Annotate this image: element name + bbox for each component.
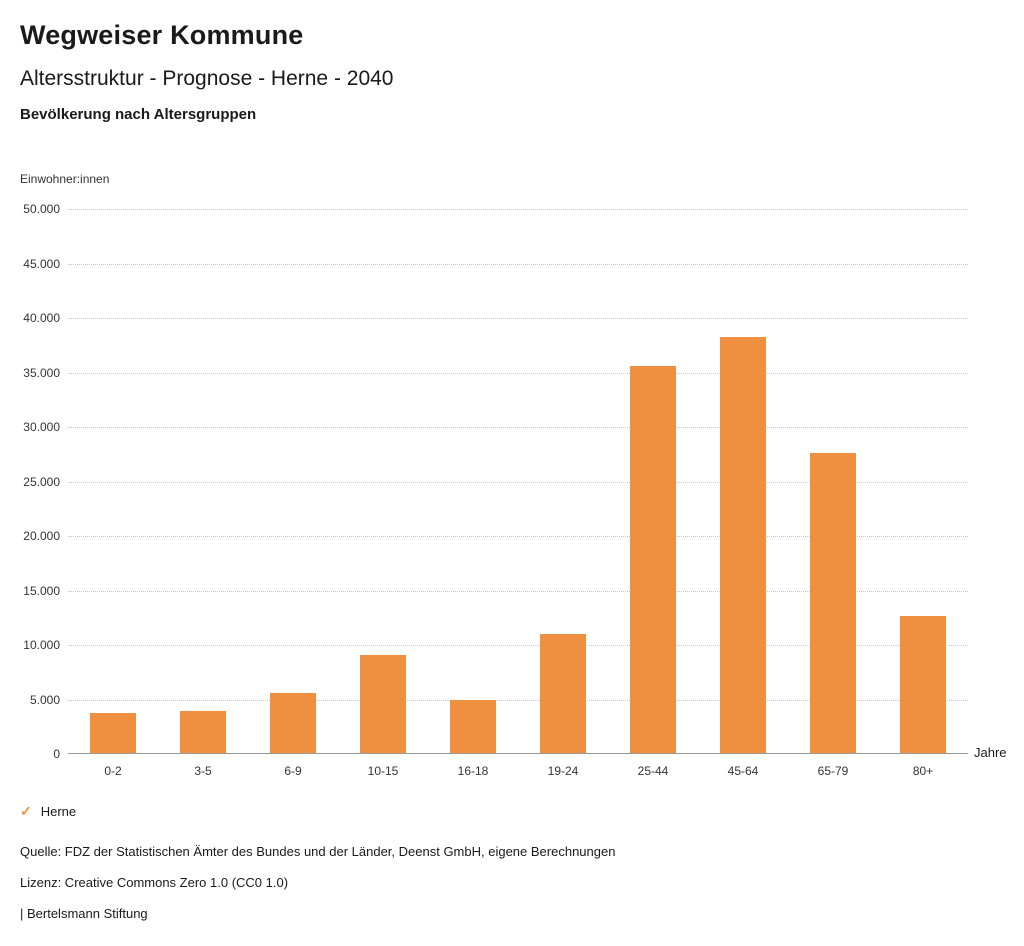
y-tick-label: 20.000	[23, 529, 60, 543]
license-text: Lizenz: Creative Commons Zero 1.0 (CC0 1…	[20, 875, 289, 890]
x-axis-title: Jahre	[974, 745, 1007, 760]
y-tick-label: 15.000	[23, 583, 60, 598]
x-tick-label: 6-9	[284, 764, 302, 778]
bar-16-18[interactable]	[450, 699, 496, 753]
gridline	[68, 536, 968, 537]
x-tick-label: 25-44	[637, 764, 669, 778]
bar-3-5[interactable]	[180, 710, 226, 753]
gridline	[68, 209, 968, 210]
legend-label: Herne	[40, 804, 77, 819]
bar-chart-plot-area: 0-2 3-5 6-9 10-15 16-18 19-24 25-44 45-64 65-79 8…	[68, 209, 1007, 778]
bar-10-15[interactable]	[360, 654, 406, 753]
chart-title: Bevölkerung nach Altersgruppen	[20, 106, 257, 123]
gridline	[68, 263, 968, 265]
x-tick-label: 16-18	[457, 764, 489, 778]
y-tick-label: 0	[53, 747, 60, 761]
x-tick-label: 19-24	[547, 764, 579, 778]
y-tick-label: 50.000	[23, 202, 60, 216]
gridline	[68, 481, 968, 483]
x-tick-label: 80+	[912, 764, 934, 778]
attribution-text: | Bertelsmann Stiftung	[20, 906, 148, 921]
x-tick-label: 3-5	[194, 764, 212, 778]
source-text: Quelle: FDZ der Statistischen Ämter des …	[20, 844, 616, 859]
gridline	[68, 590, 968, 592]
y-axis: 0 5.000 10.000 15.000 20.000 25.000 30.000 35.0…	[0, 202, 60, 761]
bar-80+[interactable]	[900, 615, 946, 753]
bar-6-9[interactable]	[270, 693, 316, 753]
page-title: Wegweiser Kommune	[20, 20, 304, 50]
gridline	[68, 318, 968, 319]
x-tick-label: 45-64	[727, 764, 759, 778]
y-tick-label: 5.000	[29, 692, 60, 707]
gridline	[68, 427, 968, 428]
y-axis-unit-label: Einwohner:innen	[20, 172, 110, 186]
gridline	[68, 645, 968, 646]
bar-25-44[interactable]	[630, 366, 676, 753]
bar-19-24[interactable]	[540, 634, 586, 753]
y-tick-label: 45.000	[23, 256, 60, 271]
x-tick-label: 0-2	[104, 764, 122, 778]
y-tick-label: 10.000	[23, 638, 60, 652]
gridline	[68, 699, 968, 701]
x-tick-label: 10-15	[367, 764, 399, 778]
bar-65-79[interactable]	[810, 453, 856, 753]
legend[interactable]: ✓ Herne	[20, 803, 76, 820]
gridline	[68, 372, 968, 374]
y-tick-label: 40.000	[23, 311, 60, 325]
y-tick-label: 25.000	[23, 474, 60, 489]
bar-45-64[interactable]	[720, 336, 766, 753]
page-subtitle: Altersstruktur - Prognose - Herne - 2040	[20, 67, 394, 90]
y-tick-label: 30.000	[23, 420, 60, 434]
bar-0-2[interactable]	[90, 712, 136, 753]
x-tick-label: 65-79	[817, 764, 849, 778]
legend-check-icon: ✓	[20, 803, 32, 819]
y-tick-label: 35.000	[23, 365, 60, 380]
